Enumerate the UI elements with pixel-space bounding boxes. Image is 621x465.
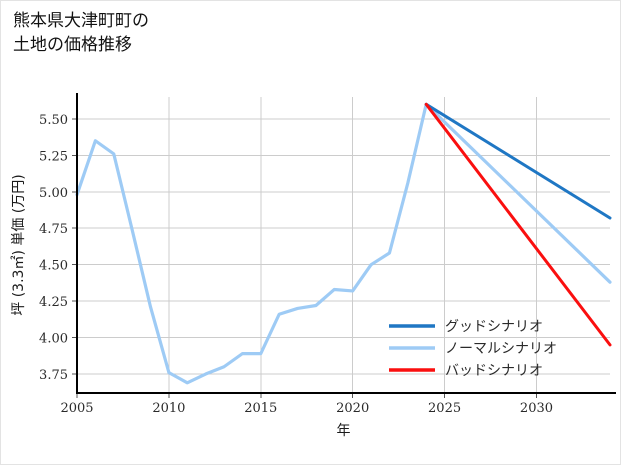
series-line-グッドシナリオ [424, 102, 612, 220]
y-tick-label: 4.75 [39, 222, 68, 237]
y-tick-label: 5.50 [39, 113, 68, 128]
x-tick-label: 2025 [428, 401, 461, 416]
x-tick-labels: 2005 2010 2015 2020 2025 2030 [60, 401, 553, 416]
x-tick-label: 2030 [520, 401, 553, 416]
y-tick-label: 4.25 [39, 295, 68, 310]
y-tick-label: 3.75 [39, 368, 68, 383]
x-tick-label: 2020 [336, 401, 369, 416]
x-tick-label: 2010 [152, 401, 185, 416]
axis-spines [75, 93, 616, 395]
y-tick-label: 4.50 [39, 259, 68, 274]
y-tick-label: 5.25 [39, 149, 68, 164]
y-tick-labels: 3.75 4.00 4.25 4.50 4.75 5.00 5.25 5.50 [39, 113, 68, 383]
y-tick-label: 5.00 [39, 186, 68, 201]
series-lines [75, 102, 612, 385]
y-tick-label: 4.00 [39, 332, 68, 347]
x-tick-label: 2015 [244, 401, 277, 416]
legend-label: バッドシナリオ [445, 363, 543, 379]
x-tick-label: 2005 [60, 401, 93, 416]
series-line-バッドシナリオ [424, 102, 612, 347]
page-title: 熊本県大津町町の 土地の価格推移 [13, 11, 149, 56]
legend-label: ノーマルシナリオ [445, 341, 557, 357]
x-axis-title: 年 [337, 423, 351, 439]
series-line-ノーマルシナリオ [75, 102, 612, 385]
gridlines [76, 97, 610, 393]
legend-label: グッドシナリオ [445, 319, 543, 335]
y-axis-title: 坪 (3.3㎡) 単価 (万円) [11, 174, 27, 315]
